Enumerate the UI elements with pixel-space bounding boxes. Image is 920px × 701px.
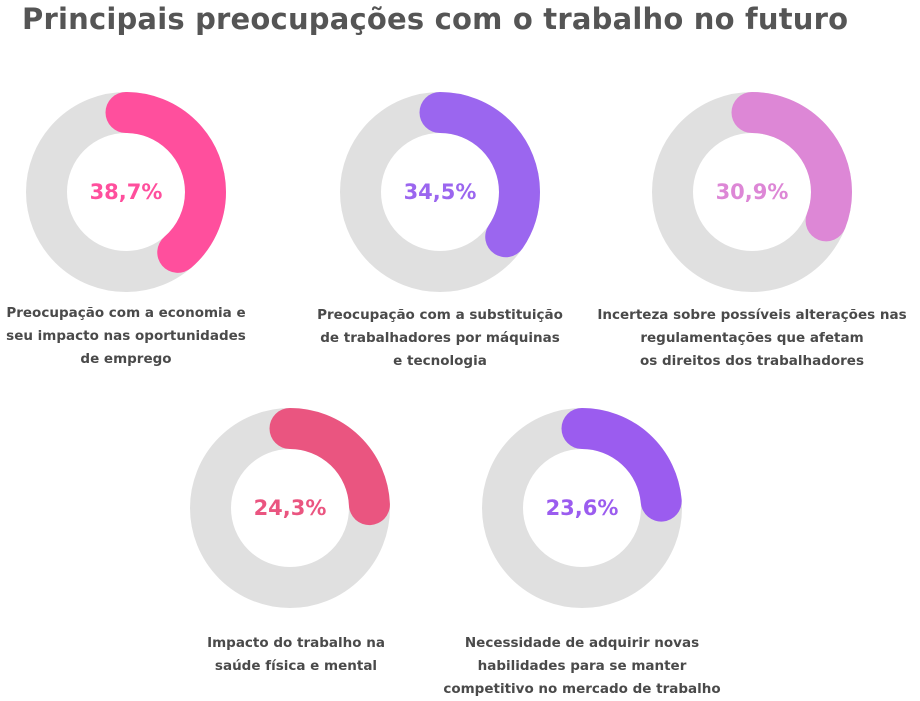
donut-value-arc	[340, 92, 540, 292]
donut-caption: Incerteza sobre possíveis alterações nas…	[582, 304, 920, 373]
donut-svg	[482, 408, 682, 608]
donut-value-arc	[190, 408, 390, 608]
donut-svg	[652, 92, 852, 292]
donut-4: 24,3%	[185, 403, 395, 613]
donut-svg	[190, 408, 390, 608]
donut-caption: Impacto do trabalho na saúde física e men…	[126, 632, 466, 678]
chart-title: Principais preocupações com o trabalho n…	[22, 2, 849, 36]
donut-value-label: 38,7%	[89, 180, 163, 204]
donut-value-arc	[652, 92, 852, 292]
donut-caption: Preocupação com a substituição de trabalh…	[270, 304, 610, 373]
caption-line: seu impacto nas oportunidades	[6, 328, 246, 344]
caption-line: saúde física e mental	[214, 658, 378, 674]
donut-value-label: 24,3%	[253, 496, 327, 520]
caption-line: de emprego	[80, 351, 172, 367]
donut-value-arc	[26, 92, 226, 292]
caption-line: Preocupação com a economia e	[6, 305, 246, 321]
donut-value-label: 30,9%	[715, 180, 789, 204]
caption-line: habilidades para se manter	[477, 658, 687, 674]
donut-5: 23,6%	[477, 403, 687, 613]
donut-value-label: 34,5%	[403, 180, 477, 204]
caption-line: os direitos dos trabalhadores	[639, 353, 864, 369]
caption-line: competitivo no mercado de trabalho	[443, 681, 721, 697]
donut-svg	[26, 92, 226, 292]
caption-line: regulamentações que afetam	[640, 330, 864, 346]
caption-line: e tecnologia	[393, 353, 487, 369]
donut-caption: Necessidade de adquirir novas habilidades…	[412, 632, 752, 701]
donut-3: 30,9%	[647, 87, 857, 297]
caption-line: de trabalhadores por máquinas	[320, 330, 560, 346]
donut-svg	[340, 92, 540, 292]
donut-2: 34,5%	[335, 87, 545, 297]
caption-line: Necessidade de adquirir novas	[464, 635, 700, 651]
caption-line: Incerteza sobre possíveis alterações nas	[597, 307, 907, 323]
caption-line: Impacto do trabalho na	[207, 635, 385, 651]
caption-line: Preocupação com a substituição	[317, 307, 563, 323]
donut-value-arc	[482, 408, 682, 608]
donut-1: 38,7%	[21, 87, 231, 297]
donut-caption: Preocupação com a economia e seu impacto …	[0, 302, 296, 371]
donut-value-label: 23,6%	[545, 496, 619, 520]
